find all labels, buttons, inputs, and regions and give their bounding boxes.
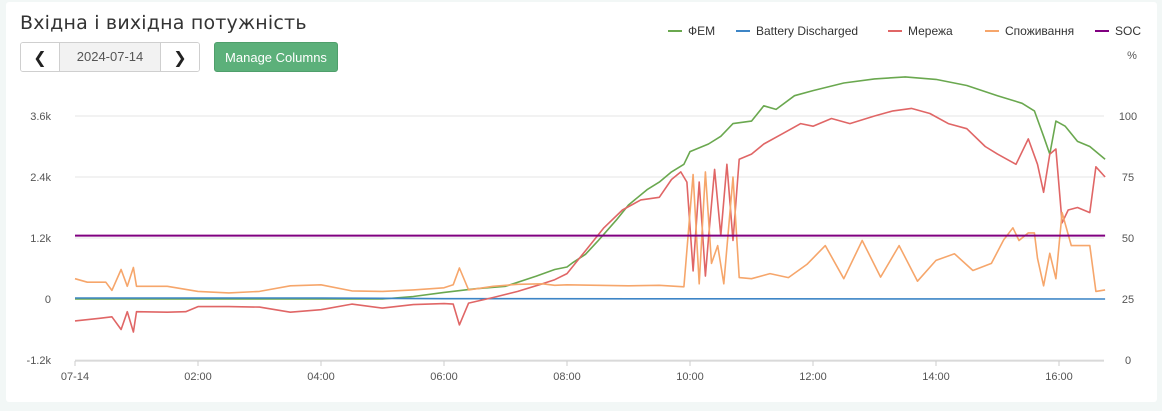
y-right-tick-label: 100 [1119,111,1137,123]
legend-entry[interactable]: Споживання [1005,24,1074,38]
y-tick-label: 1.2k [30,233,51,245]
y-tick-label: 0 [45,294,51,306]
x-tick-label: 12:00 [799,371,827,383]
y-tick-label: 3.6k [30,111,51,123]
page-title: Вхідна і вихідна потужність [20,12,307,34]
axis-labels: -1.2k 0 1.2k 2.4k 3.6k 0 25 50 75 100% 07-14 02:00 0… [27,50,1138,383]
chevron-right-icon: ❯ [173,47,187,67]
chevron-left-icon: ❮ [33,47,47,67]
series-lines [74,76,1106,333]
y-right-tick-label: 75 [1122,172,1134,184]
next-day-button[interactable]: ❯ [161,43,199,71]
x-tick-label: 02:00 [184,371,212,383]
series-line [74,171,1106,294]
series-line [75,297,1106,300]
x-tick-label: 08:00 [553,371,581,383]
y-right-tick-label: 25 [1122,294,1134,306]
legend-entry[interactable]: Battery Discharged [756,24,858,38]
series-line [75,76,1106,300]
prev-day-button[interactable]: ❮ [21,43,59,71]
date-field[interactable]: 2024-07-14 [59,43,161,71]
y-right-tick-label: 50 [1122,233,1134,245]
x-tick-label: 10:00 [676,371,704,383]
legend-entry[interactable]: Мережа [908,24,953,38]
x-tick-label: 14:00 [922,371,950,383]
y-tick-label: -1.2k [27,355,52,367]
x-tick-label: 16:00 [1045,371,1073,383]
grid-lines [74,115,1104,366]
y-tick-label: 2.4k [30,172,51,184]
y-right-unit-label: % [1127,50,1137,62]
legend: ФЕМ Battery Discharged Мережа Споживання SOC [668,24,1141,38]
legend-entry[interactable]: ФЕМ [688,24,715,38]
date-selector: ❮ 2024-07-14 ❯ [20,42,200,72]
x-tick-label: 07-14 [61,371,89,383]
manage-columns-button[interactable]: Manage Columns [214,42,338,72]
y-right-tick-label: 0 [1125,355,1131,367]
legend-entry[interactable]: SOC [1115,24,1141,38]
x-tick-label: 06:00 [430,371,458,383]
x-tick-label: 04:00 [307,371,335,383]
